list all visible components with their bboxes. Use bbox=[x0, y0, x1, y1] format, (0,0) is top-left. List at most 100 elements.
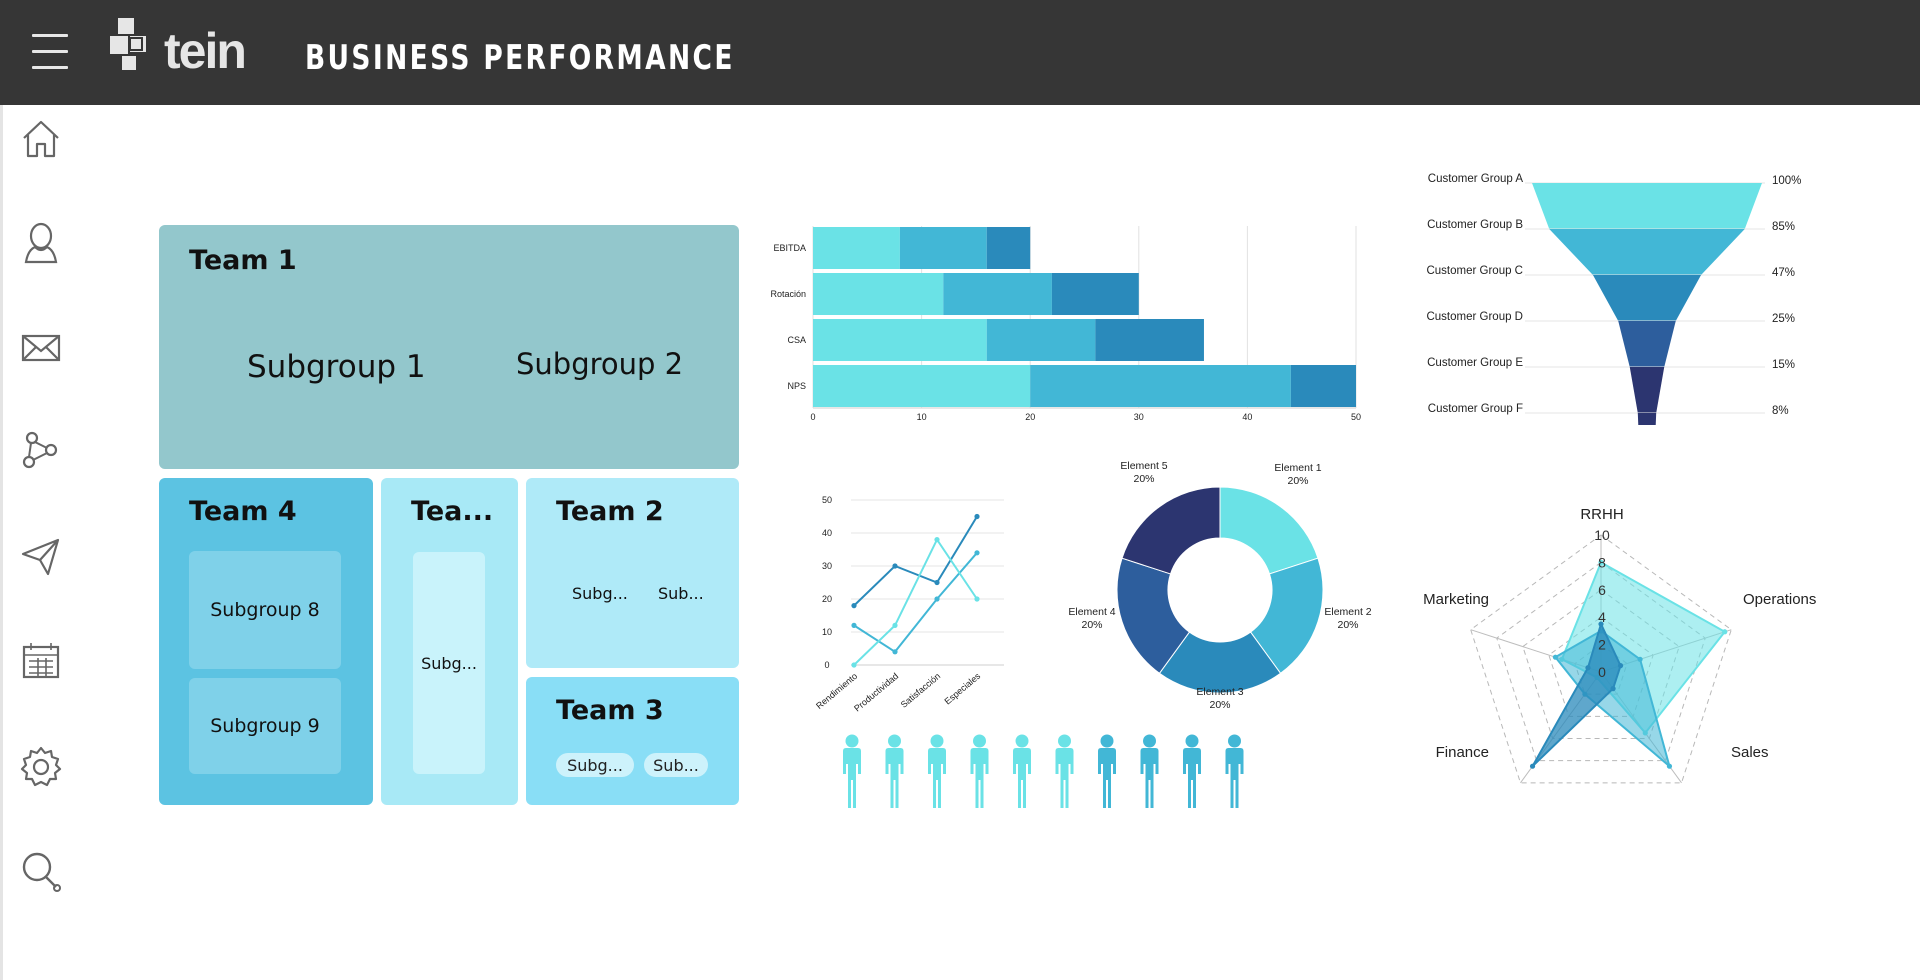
person-icon bbox=[928, 734, 946, 808]
donut-value-label: 20% bbox=[1133, 473, 1154, 485]
line-x-tick-label: Especiales bbox=[943, 671, 983, 707]
team5-tile[interactable]: Tea... Subg... bbox=[381, 478, 518, 805]
bar-category-label: EBITDA bbox=[773, 243, 806, 253]
radar-point bbox=[1617, 663, 1624, 669]
share-icon[interactable] bbox=[18, 428, 64, 474]
menu-icon[interactable] bbox=[32, 34, 68, 70]
funnel-segment bbox=[1618, 321, 1676, 367]
line-series bbox=[853, 552, 978, 654]
funnel-category-label: Customer Group F bbox=[1428, 403, 1523, 415]
line-point bbox=[934, 596, 940, 602]
top-bar: tein BUSINESS PERFORMANCE bbox=[0, 0, 1920, 105]
line-point bbox=[892, 622, 898, 628]
bar-x-tick-label: 0 bbox=[810, 412, 815, 422]
team4-tile[interactable]: Team 4 Subgroup 8 Subgroup 9 bbox=[159, 478, 373, 805]
send-icon[interactable] bbox=[18, 534, 64, 580]
radar-point bbox=[1610, 686, 1616, 692]
team3-subgroup-b[interactable]: Sub... bbox=[644, 753, 708, 777]
funnel-category-label: Customer Group B bbox=[1427, 219, 1523, 231]
donut-chart: Element 120%Element 220%Element 320%Elem… bbox=[1068, 460, 1371, 711]
bar-category-label: Rotación bbox=[770, 289, 806, 299]
home-icon[interactable] bbox=[18, 116, 64, 162]
person-head bbox=[1058, 734, 1071, 748]
person-icon bbox=[1098, 734, 1116, 808]
person-body bbox=[1098, 748, 1116, 808]
calendar-icon[interactable] bbox=[18, 638, 64, 684]
line-point bbox=[892, 563, 898, 569]
line-point bbox=[934, 537, 940, 543]
team1-tile[interactable]: Team 1 Subgroup 1 Subgroup 2 bbox=[159, 225, 739, 469]
subgroup9-box[interactable]: Subgroup 9 bbox=[189, 678, 341, 774]
team3-title: Team 3 bbox=[556, 695, 664, 726]
radar-point bbox=[1722, 629, 1728, 635]
logo: tein bbox=[108, 16, 258, 84]
person-icon bbox=[885, 734, 904, 808]
radar-tick-label: 6 bbox=[1598, 582, 1606, 598]
line-x-tick-label: Productividad bbox=[852, 671, 900, 714]
stacked-bar-chart: 0 10 20 30 40 50 EBITDA Rotación CSA NPS bbox=[770, 226, 1361, 422]
person-body bbox=[1140, 748, 1159, 808]
funnel-value-label: 25% bbox=[1772, 313, 1795, 325]
team1-title: Team 1 bbox=[189, 245, 297, 276]
radar-axis-label: Finance bbox=[1436, 744, 1489, 761]
donut-slice bbox=[1158, 631, 1282, 694]
person-icon bbox=[1225, 734, 1244, 808]
donut-slice bbox=[1249, 557, 1324, 675]
donut-value-label: 20% bbox=[1209, 699, 1230, 711]
subgroup8-box[interactable]: Subgroup 8 bbox=[189, 551, 341, 669]
funnel-category-label: Customer Group D bbox=[1426, 311, 1523, 323]
team3-subgroup-a[interactable]: Subg... bbox=[556, 753, 634, 777]
settings-icon[interactable] bbox=[18, 744, 64, 790]
person-body bbox=[1013, 748, 1031, 808]
funnel-value-label: 47% bbox=[1772, 267, 1795, 279]
search-icon[interactable] bbox=[18, 848, 64, 894]
funnel-segment bbox=[1532, 183, 1762, 229]
radar-point bbox=[1529, 763, 1536, 769]
donut-slice bbox=[1116, 557, 1191, 675]
team2-subgroup-a: Subg... bbox=[572, 584, 628, 603]
bar-segment bbox=[813, 365, 1031, 407]
bar-segment bbox=[986, 319, 1096, 361]
line-chart: 01020304050RendimientoProductividadSatis… bbox=[814, 495, 1004, 714]
radar-axis-label: Operations bbox=[1743, 591, 1816, 608]
radar-tick-label: 10 bbox=[1594, 527, 1610, 543]
user-icon[interactable] bbox=[18, 220, 64, 266]
funnel-segment bbox=[1629, 367, 1665, 413]
radar-tick-label: 2 bbox=[1598, 637, 1606, 653]
person-icon bbox=[1013, 734, 1031, 808]
subgroup1-label: Subgroup 1 bbox=[247, 349, 426, 385]
radar-point bbox=[1598, 559, 1604, 565]
bar-segment bbox=[986, 227, 1031, 269]
donut-value-label: 20% bbox=[1337, 619, 1358, 631]
team2-tile[interactable]: Team 2 Subg... Sub... bbox=[526, 478, 739, 668]
bar-segment bbox=[813, 319, 987, 361]
funnel-segment bbox=[1592, 275, 1702, 321]
line-series bbox=[853, 515, 978, 607]
person-icon bbox=[1055, 734, 1074, 808]
team5-title: Tea... bbox=[411, 496, 494, 527]
radar-axis-label: RRHH bbox=[1580, 506, 1623, 523]
funnel-chart: Customer Group A 100% Customer Group B 85% C… bbox=[1426, 173, 1801, 425]
subgroup2-label: Subgroup 2 bbox=[516, 347, 684, 381]
line-point bbox=[851, 603, 857, 609]
person-icon bbox=[843, 734, 861, 808]
line-y-tick-label: 50 bbox=[822, 495, 832, 505]
line-point bbox=[974, 550, 980, 556]
person-body bbox=[843, 748, 861, 808]
team5-subgroup-box[interactable]: Subg... bbox=[413, 552, 485, 774]
radar-chart: 0 2 4 6 8 10 RRHH Operations Sales Finance Marketi… bbox=[1423, 506, 1816, 784]
person-head bbox=[1100, 734, 1114, 748]
radar-point bbox=[1637, 656, 1643, 662]
line-point bbox=[934, 579, 940, 586]
line-point bbox=[851, 662, 857, 668]
line-y-tick-label: 0 bbox=[824, 660, 829, 670]
bar-x-tick-label: 10 bbox=[917, 412, 927, 422]
line-y-tick-label: 30 bbox=[822, 561, 832, 571]
team3-tile[interactable]: Team 3 Subg... Sub... bbox=[526, 677, 739, 805]
line-point bbox=[851, 622, 857, 628]
mail-icon[interactable] bbox=[18, 325, 64, 371]
bar-segment bbox=[1051, 273, 1139, 315]
line-series bbox=[853, 537, 978, 666]
team4-title: Team 4 bbox=[189, 496, 297, 527]
line-x-tick-label: Satisfacción bbox=[899, 671, 943, 710]
